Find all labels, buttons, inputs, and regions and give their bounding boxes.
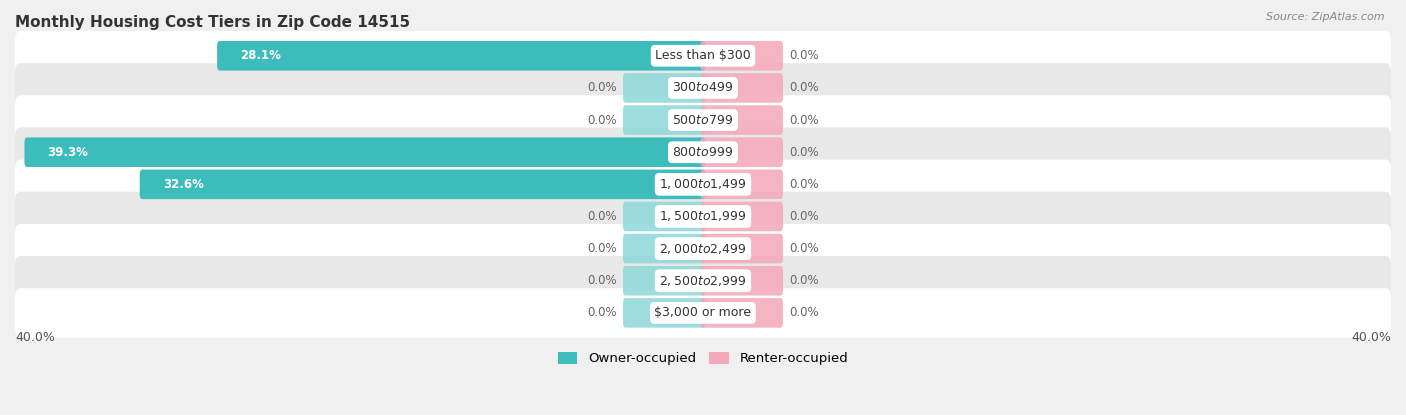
Text: 0.0%: 0.0% (789, 210, 818, 223)
FancyBboxPatch shape (623, 73, 706, 103)
FancyBboxPatch shape (217, 41, 706, 71)
FancyBboxPatch shape (623, 298, 706, 328)
FancyBboxPatch shape (623, 105, 706, 135)
Text: $1,000 to $1,499: $1,000 to $1,499 (659, 177, 747, 191)
Text: 0.0%: 0.0% (588, 114, 617, 127)
FancyBboxPatch shape (700, 105, 783, 135)
Text: 0.0%: 0.0% (789, 242, 818, 255)
Text: $300 to $499: $300 to $499 (672, 81, 734, 95)
Text: $2,500 to $2,999: $2,500 to $2,999 (659, 274, 747, 288)
FancyBboxPatch shape (700, 234, 783, 264)
Text: 0.0%: 0.0% (588, 81, 617, 95)
FancyBboxPatch shape (700, 202, 783, 231)
FancyBboxPatch shape (15, 256, 1391, 305)
Text: 39.3%: 39.3% (48, 146, 89, 159)
FancyBboxPatch shape (623, 234, 706, 264)
FancyBboxPatch shape (15, 288, 1391, 338)
Text: Less than $300: Less than $300 (655, 49, 751, 62)
Text: 0.0%: 0.0% (789, 81, 818, 95)
FancyBboxPatch shape (700, 266, 783, 295)
Text: $3,000 or more: $3,000 or more (655, 306, 751, 320)
Text: 40.0%: 40.0% (1351, 331, 1391, 344)
FancyBboxPatch shape (623, 266, 706, 295)
FancyBboxPatch shape (700, 41, 783, 71)
Text: 0.0%: 0.0% (789, 178, 818, 191)
Text: $1,500 to $1,999: $1,500 to $1,999 (659, 210, 747, 224)
Text: 0.0%: 0.0% (588, 242, 617, 255)
FancyBboxPatch shape (15, 31, 1391, 81)
FancyBboxPatch shape (15, 192, 1391, 241)
Text: 40.0%: 40.0% (15, 331, 55, 344)
Text: 0.0%: 0.0% (588, 274, 617, 287)
FancyBboxPatch shape (15, 160, 1391, 209)
Text: 32.6%: 32.6% (163, 178, 204, 191)
Text: 0.0%: 0.0% (789, 114, 818, 127)
Text: 0.0%: 0.0% (588, 210, 617, 223)
FancyBboxPatch shape (15, 95, 1391, 145)
Text: 0.0%: 0.0% (789, 306, 818, 320)
FancyBboxPatch shape (24, 137, 706, 167)
FancyBboxPatch shape (700, 170, 783, 199)
Text: Source: ZipAtlas.com: Source: ZipAtlas.com (1267, 12, 1385, 22)
Text: $2,000 to $2,499: $2,000 to $2,499 (659, 242, 747, 256)
Legend: Owner-occupied, Renter-occupied: Owner-occupied, Renter-occupied (553, 347, 853, 371)
FancyBboxPatch shape (15, 127, 1391, 177)
FancyBboxPatch shape (700, 73, 783, 103)
Text: $500 to $799: $500 to $799 (672, 114, 734, 127)
FancyBboxPatch shape (700, 137, 783, 167)
Text: 0.0%: 0.0% (588, 306, 617, 320)
FancyBboxPatch shape (623, 202, 706, 231)
FancyBboxPatch shape (700, 298, 783, 328)
FancyBboxPatch shape (139, 170, 706, 199)
Text: 0.0%: 0.0% (789, 274, 818, 287)
FancyBboxPatch shape (15, 224, 1391, 273)
Text: $800 to $999: $800 to $999 (672, 146, 734, 159)
Text: Monthly Housing Cost Tiers in Zip Code 14515: Monthly Housing Cost Tiers in Zip Code 1… (15, 15, 411, 30)
Text: 0.0%: 0.0% (789, 49, 818, 62)
FancyBboxPatch shape (15, 63, 1391, 112)
Text: 28.1%: 28.1% (240, 49, 281, 62)
Text: 0.0%: 0.0% (789, 146, 818, 159)
